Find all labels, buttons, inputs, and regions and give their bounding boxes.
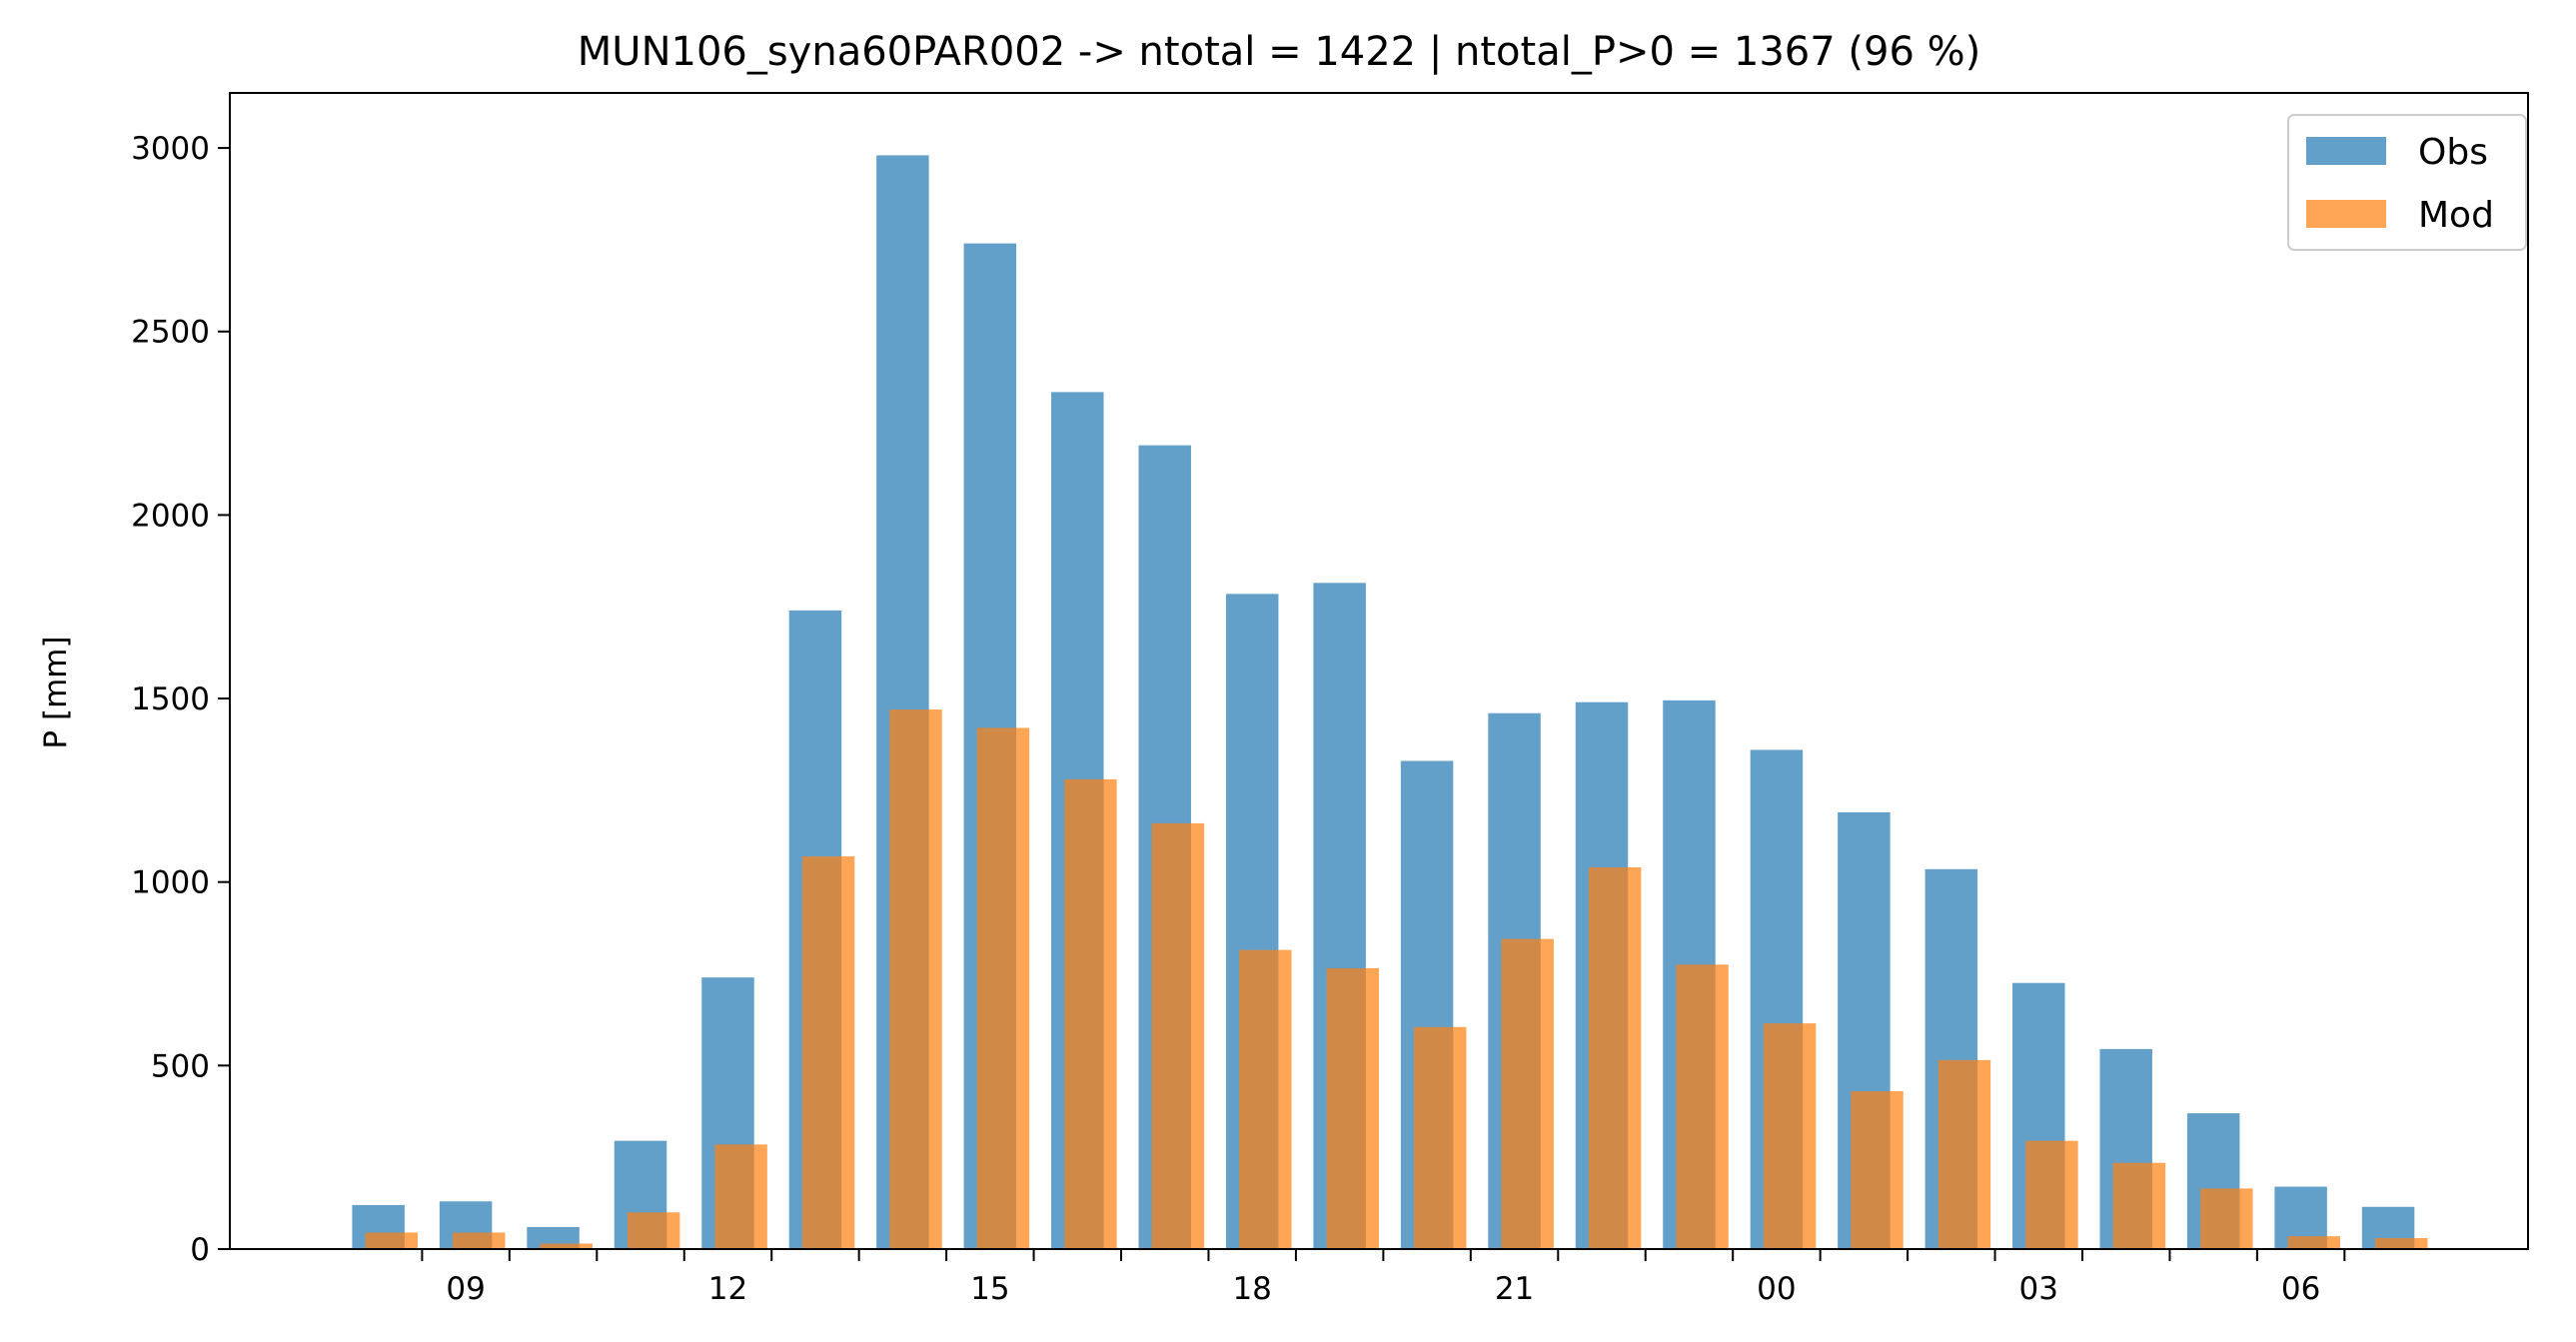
legend-label-mod: Mod — [2418, 195, 2494, 236]
bar-mod-13 — [1501, 938, 1554, 1249]
x-tick-label-03: 03 — [2019, 1271, 2058, 1307]
bar-mod-1 — [453, 1232, 506, 1249]
bar-mod-8 — [1064, 778, 1117, 1249]
y-tick-label-0: 0 — [190, 1232, 210, 1268]
bar-mod-18 — [1937, 1059, 1991, 1249]
y-axis-label: P [mm] — [38, 636, 74, 748]
y-tick-label-500: 500 — [151, 1048, 210, 1084]
bar-mod-4 — [714, 1144, 767, 1249]
chart-title: MUN106_syna60PAR002 -> ntotal = 1422 | n… — [578, 29, 1980, 75]
axes-group: 0 500 1000 1500 2000 2500 3000 09 12 15 18 21 00 03 06 — [131, 92, 2529, 1307]
bar-mod-10 — [1239, 949, 1292, 1249]
bars-group — [352, 155, 2428, 1250]
bar-mod-3 — [627, 1212, 680, 1249]
plot-frame — [229, 92, 2529, 1250]
bar-mod-5 — [801, 855, 855, 1249]
x-tick-label-15: 15 — [970, 1271, 1009, 1307]
legend-swatch-mod — [2306, 200, 2386, 228]
y-tick-label-3000: 3000 — [131, 131, 210, 167]
bar-mod-20 — [2112, 1162, 2166, 1249]
bar-mod-11 — [1326, 968, 1379, 1249]
y-tick-label-2000: 2000 — [131, 498, 210, 534]
bar-mod-14 — [1588, 867, 1642, 1249]
bar-mod-21 — [2200, 1188, 2253, 1249]
bar-mod-22 — [2287, 1236, 2340, 1249]
bar-mod-2 — [540, 1243, 593, 1249]
bar-mod-17 — [1851, 1091, 1904, 1249]
bar-mod-15 — [1676, 964, 1729, 1249]
bar-mod-9 — [1151, 822, 1205, 1249]
bar-mod-19 — [2025, 1140, 2078, 1249]
bar-mod-6 — [889, 709, 942, 1249]
y-tick-label-1500: 1500 — [131, 681, 210, 717]
legend-swatch-obs — [2306, 137, 2386, 165]
bar-mod-0 — [365, 1232, 419, 1249]
bar-mod-7 — [976, 727, 1030, 1249]
legend-label-obs: Obs — [2418, 132, 2488, 173]
x-tick-label-06: 06 — [2281, 1271, 2320, 1307]
x-tick-label-09: 09 — [446, 1271, 485, 1307]
legend: Obs Mod — [2287, 114, 2527, 251]
y-tick-label-1000: 1000 — [131, 865, 210, 901]
x-tick-label-21: 21 — [1495, 1271, 1534, 1307]
bar-mod-12 — [1413, 1026, 1467, 1249]
bar-mod-23 — [2374, 1237, 2428, 1249]
x-tick-label-12: 12 — [708, 1271, 747, 1307]
bar-mod-16 — [1763, 1023, 1817, 1249]
x-tick-label-18: 18 — [1232, 1271, 1271, 1307]
y-tick-label-2500: 2500 — [131, 315, 210, 351]
x-tick-label-00: 00 — [1757, 1271, 1796, 1307]
